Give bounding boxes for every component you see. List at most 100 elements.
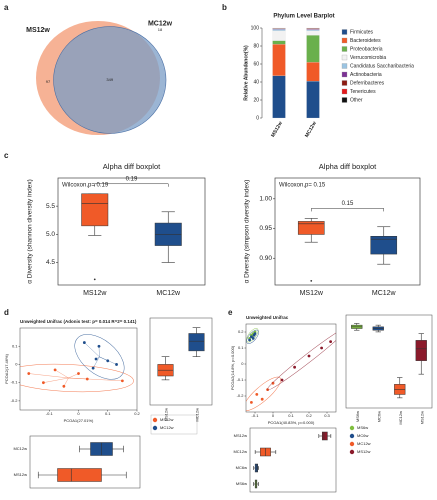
box bbox=[370, 236, 398, 255]
box bbox=[188, 333, 205, 352]
point bbox=[260, 397, 264, 401]
p-value-label: 0.15 bbox=[342, 201, 354, 207]
group-ellipse bbox=[266, 326, 336, 391]
point bbox=[250, 335, 253, 339]
venn-count: 18 bbox=[158, 27, 163, 32]
box bbox=[57, 468, 102, 482]
spoke bbox=[92, 356, 100, 369]
legend-label: MC12w bbox=[160, 425, 174, 430]
venn-count: 349 bbox=[106, 77, 113, 82]
annotation: Wilcoxon,p= 0.19 bbox=[62, 183, 109, 189]
panel-label: d bbox=[4, 308, 9, 317]
y-tick-label: 100 bbox=[251, 25, 260, 31]
point bbox=[255, 393, 259, 396]
panel-label: e bbox=[228, 308, 233, 317]
point bbox=[91, 366, 95, 370]
spoke bbox=[68, 373, 79, 379]
category-label: MS12w bbox=[14, 472, 27, 477]
point bbox=[266, 388, 269, 391]
category-label: MS12w bbox=[300, 290, 324, 297]
y-axis-label: α Diversity (shannon diversity index) bbox=[27, 179, 34, 284]
legend-label: Tenericutes bbox=[350, 89, 376, 95]
plot-frame bbox=[29, 435, 141, 489]
y-tick-label: 4.5 bbox=[46, 259, 55, 266]
point bbox=[248, 338, 252, 342]
annotation: Wilcoxon,p= 0.15 bbox=[279, 183, 326, 189]
group-ellipse bbox=[74, 334, 125, 380]
point bbox=[280, 378, 284, 382]
point bbox=[85, 377, 89, 381]
spoke bbox=[63, 377, 69, 387]
bar-segment bbox=[272, 29, 286, 31]
legend-swatch bbox=[341, 46, 348, 52]
y-tick-label: 5.5 bbox=[46, 203, 55, 210]
y-axis-label: PCOA2(17.46%) bbox=[4, 353, 9, 383]
legend-label: MS12w bbox=[357, 449, 370, 454]
x-tick-label: 0.2 bbox=[306, 413, 312, 418]
y-tick-label: -0.2 bbox=[11, 398, 19, 403]
plot-frame bbox=[249, 427, 337, 493]
panel-label: b bbox=[222, 3, 227, 12]
outlier bbox=[310, 279, 313, 282]
plot-frame bbox=[345, 314, 433, 409]
significance-bracket bbox=[94, 183, 169, 187]
x-tick-label: 0.1 bbox=[288, 413, 294, 418]
bar-segment bbox=[306, 28, 320, 30]
x-tick-label: -0.1 bbox=[46, 411, 54, 416]
bar-segment bbox=[272, 30, 286, 41]
group-ellipse bbox=[246, 328, 259, 343]
category-label: MS12w bbox=[83, 290, 107, 297]
panel-label: c bbox=[4, 151, 9, 160]
box bbox=[297, 221, 325, 235]
legend-label: Actinobacteria bbox=[350, 72, 382, 78]
point bbox=[293, 365, 296, 369]
category-label: MC12w bbox=[233, 449, 247, 454]
legend-label: Proteobacteria bbox=[350, 46, 383, 52]
category-label: MC12w bbox=[372, 290, 397, 297]
bar-segment bbox=[306, 30, 320, 36]
legend-marker bbox=[349, 441, 355, 447]
plot-frame bbox=[57, 177, 206, 286]
legend-label: MC6w bbox=[357, 433, 368, 438]
legend-marker bbox=[349, 425, 355, 431]
category-label: MS6w bbox=[355, 411, 360, 422]
legend-label: Verrucomicrobia bbox=[350, 55, 386, 61]
y-tick-label: 0 bbox=[256, 115, 259, 121]
point bbox=[271, 381, 275, 385]
legend-label: Other bbox=[350, 97, 363, 103]
spoke bbox=[84, 342, 100, 357]
category-label: MC12w bbox=[156, 290, 181, 297]
legend-label: MS12w bbox=[160, 417, 173, 422]
y-axis-label: Relative Abundance(%) bbox=[243, 45, 249, 101]
point bbox=[329, 340, 332, 343]
point bbox=[77, 372, 80, 375]
point bbox=[250, 401, 253, 404]
box bbox=[254, 463, 258, 473]
group-ellipse bbox=[246, 329, 259, 344]
y-tick-label: 5.0 bbox=[46, 231, 55, 238]
venn-set bbox=[53, 26, 167, 134]
x-tick-label: 0.1 bbox=[105, 411, 111, 416]
box bbox=[81, 193, 109, 227]
significance-bracket bbox=[311, 208, 384, 212]
y-tick-label: 0.1 bbox=[238, 345, 244, 350]
y-tick-label: 0.1 bbox=[12, 343, 18, 348]
point bbox=[253, 332, 257, 335]
spoke bbox=[28, 373, 69, 379]
chart-title: Unweighted Unifrac (Adonis test: p= 0.01… bbox=[20, 319, 137, 324]
y-tick-label: -0.2 bbox=[237, 393, 245, 398]
y-tick-label: 20 bbox=[253, 97, 259, 103]
legend-swatch bbox=[341, 54, 348, 61]
spoke bbox=[43, 377, 69, 383]
point bbox=[120, 379, 124, 383]
y-tick-label: 0.2 bbox=[238, 329, 244, 334]
y-tick-label: 0.95 bbox=[259, 225, 272, 232]
box bbox=[321, 431, 328, 441]
point bbox=[106, 359, 110, 363]
point bbox=[307, 354, 311, 358]
legend-swatch bbox=[341, 80, 348, 86]
y-tick-label: 80 bbox=[253, 43, 259, 49]
legend-marker bbox=[152, 425, 158, 431]
category-label: MS6w bbox=[236, 481, 247, 486]
